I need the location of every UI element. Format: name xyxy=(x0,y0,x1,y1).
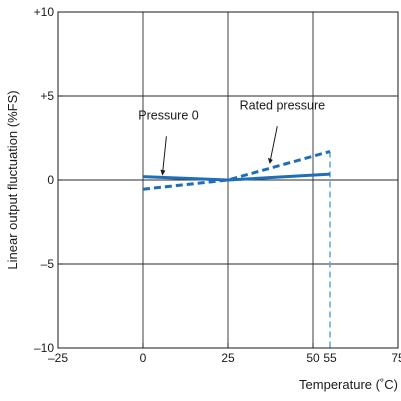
series-line-pressure-0 xyxy=(142,172,331,182)
annotations: Pressure 0 Rated pressure xyxy=(138,98,326,176)
y-tick-label: –10 xyxy=(34,341,54,355)
x-tick-label: 25 xyxy=(221,351,235,365)
y-axis-label: Linear output fluctuation (%FS) xyxy=(5,90,20,269)
plot-frame xyxy=(57,11,399,349)
annotation-arrow-pressure-0 xyxy=(160,169,166,176)
annotation-rated-pressure: Rated pressure xyxy=(240,98,326,112)
x-tick-label: 0 xyxy=(140,351,147,365)
annotation-pressure-0: Pressure 0 xyxy=(138,109,198,123)
x-tick-label: 55 xyxy=(323,351,337,365)
x-axis-label: Temperature (˚C) xyxy=(299,377,398,392)
y-tick-label: +10 xyxy=(34,5,55,19)
y-tick-label: 0 xyxy=(47,173,54,187)
x-tick-label: 75 xyxy=(391,351,401,365)
y-tick-label: –5 xyxy=(41,257,55,271)
annotation-arrow-rated-pressure xyxy=(267,157,273,164)
y-tick-label: +5 xyxy=(40,89,54,103)
annotation-leader-rated-pressure xyxy=(269,126,278,163)
series-line-rated-pressure xyxy=(142,149,331,191)
x-tick-label: –25 xyxy=(48,351,68,365)
x-tick-label: 50 xyxy=(306,351,320,365)
series-lines xyxy=(142,149,331,191)
annotation-leader-pressure-0 xyxy=(161,136,167,175)
